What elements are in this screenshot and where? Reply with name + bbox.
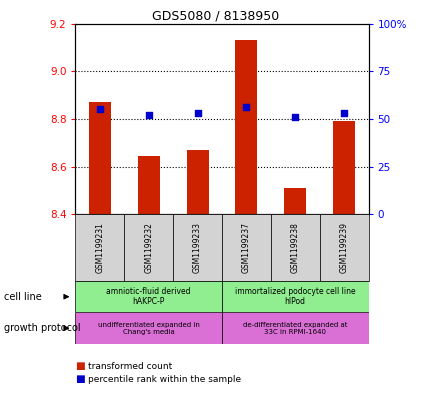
Text: de-differentiated expanded at
33C in RPMI-1640: de-differentiated expanded at 33C in RPM…	[243, 321, 347, 335]
Bar	[173, 214, 221, 281]
Text: GSM1199237: GSM1199237	[241, 222, 250, 273]
Text: transformed count: transformed count	[88, 362, 172, 371]
Point	[340, 110, 347, 116]
Text: cell line: cell line	[4, 292, 42, 302]
Bar	[124, 214, 173, 281]
Text: ■: ■	[75, 361, 85, 371]
Bar	[221, 214, 270, 281]
Bar	[75, 281, 221, 312]
Bar	[89, 102, 111, 214]
Bar	[332, 121, 354, 214]
Text: amniotic-fluid derived
hAKPC-P: amniotic-fluid derived hAKPC-P	[106, 287, 190, 307]
Text: GSM1199233: GSM1199233	[193, 222, 202, 273]
Text: ■: ■	[75, 374, 85, 384]
Bar	[186, 150, 208, 214]
Bar	[221, 281, 368, 312]
Text: undifferentiated expanded in
Chang's media: undifferentiated expanded in Chang's med…	[98, 321, 199, 335]
Bar	[137, 156, 159, 214]
Text: immortalized podocyte cell line
hIPod: immortalized podocyte cell line hIPod	[234, 287, 355, 307]
Bar	[75, 214, 124, 281]
Bar	[221, 312, 368, 344]
Point	[291, 114, 298, 120]
Text: growth protocol: growth protocol	[4, 323, 81, 333]
Point	[243, 104, 249, 110]
Bar	[75, 312, 221, 344]
Point	[145, 112, 152, 118]
Bar	[235, 40, 257, 214]
Text: GSM1199239: GSM1199239	[339, 222, 348, 273]
Bar	[319, 214, 368, 281]
Point	[194, 110, 200, 116]
Text: GDS5080 / 8138950: GDS5080 / 8138950	[151, 10, 279, 23]
Text: GSM1199231: GSM1199231	[95, 222, 104, 273]
Text: GSM1199238: GSM1199238	[290, 222, 299, 273]
Point	[96, 106, 103, 112]
Bar	[270, 214, 319, 281]
Bar	[283, 188, 305, 214]
Text: GSM1199232: GSM1199232	[144, 222, 153, 273]
Text: percentile rank within the sample: percentile rank within the sample	[88, 375, 241, 384]
